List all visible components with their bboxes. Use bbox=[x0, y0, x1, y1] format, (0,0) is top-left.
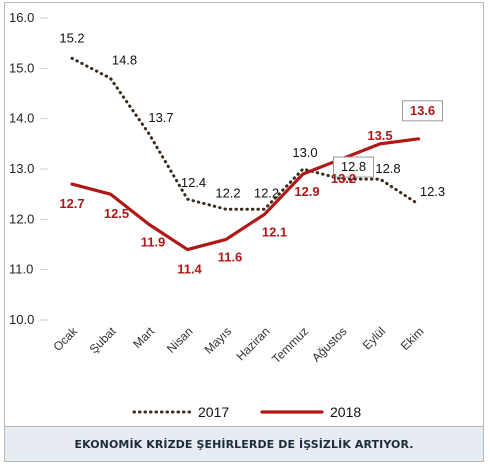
data-label-2017: 13.7 bbox=[148, 110, 173, 125]
y-tick-label: 10.0 bbox=[9, 312, 34, 327]
data-label-2017: 12.2 bbox=[254, 185, 279, 200]
data-label-2018: 13.5 bbox=[367, 128, 392, 143]
series-line-2017 bbox=[70, 56, 420, 211]
data-label-2018: 11.6 bbox=[218, 249, 243, 264]
data-label-2017: 15.2 bbox=[59, 30, 84, 45]
label-box bbox=[333, 156, 374, 178]
y-tick-label: 12.0 bbox=[9, 211, 34, 226]
x-tick-label: Ocak bbox=[50, 324, 80, 354]
x-tick-label: Nisan bbox=[164, 324, 196, 356]
legend-label-2018: 2018 bbox=[330, 404, 361, 420]
chart-frame bbox=[4, 2, 484, 462]
data-label-2018: 13.2 bbox=[331, 171, 356, 186]
y-tick-label: 13.0 bbox=[9, 161, 34, 176]
y-tick-label: 11.0 bbox=[9, 262, 33, 277]
legend-label-2017: 2017 bbox=[198, 404, 229, 420]
x-tick-label: Haziran bbox=[233, 324, 272, 363]
x-tick-label: Ekim bbox=[398, 324, 427, 353]
data-label-2018: 11.4 bbox=[177, 262, 202, 277]
line-chart: 10.0 11.0 12.0 13.0 14.0 15.0 16.0 Ocak Şubat Ma… bbox=[9, 10, 445, 420]
data-label-2017: 12.4 bbox=[181, 175, 206, 190]
data-label-2017: 13.0 bbox=[292, 145, 317, 160]
series-lines bbox=[70, 56, 421, 252]
series-line-2018 bbox=[70, 137, 421, 252]
data-label-2018: 11.9 bbox=[141, 234, 166, 249]
y-tick-label: 14.0 bbox=[9, 111, 34, 126]
label-box bbox=[402, 100, 443, 122]
data-label-2018: 12.5 bbox=[104, 206, 129, 221]
data-label-2017: 12.2 bbox=[215, 185, 240, 200]
data-label-2018: 12.7 bbox=[59, 196, 84, 211]
x-tick-label: Şubat bbox=[87, 324, 120, 357]
x-tick-label: Temmuz bbox=[269, 324, 311, 366]
x-tick-label: Mayıs bbox=[202, 324, 235, 357]
y-axis: 10.0 11.0 12.0 13.0 14.0 15.0 16.0 bbox=[9, 10, 48, 327]
data-label-2017: 14.8 bbox=[112, 52, 137, 67]
y-tick-label: 15.0 bbox=[9, 60, 34, 75]
data-labels: 15.2 14.8 13.7 12.4 12.2 12.2 13.0 12.8 12.8 12.3… bbox=[59, 30, 445, 276]
chart-caption: EKONOMİK KRİZDE ŞEHİRLERDE DE İŞSİZLİK A… bbox=[4, 426, 484, 462]
x-axis: Ocak Şubat Mart Nisan Mayıs HaziranTemmuzAğus… bbox=[50, 324, 426, 367]
data-label-2017: 12.8 bbox=[375, 161, 400, 176]
data-label-2018: 12.1 bbox=[262, 224, 287, 239]
x-tick-label: Eylül bbox=[360, 324, 388, 352]
x-tick-label: Mart bbox=[130, 324, 157, 351]
data-label-2018: 12.9 bbox=[294, 184, 319, 199]
data-label-2017: 12.3 bbox=[420, 184, 445, 199]
x-tick-label: Ağustos bbox=[309, 324, 350, 365]
data-label-2018: 13.6 bbox=[410, 103, 435, 118]
legend: 2017 2018 bbox=[132, 404, 361, 420]
data-label-2017: 12.8 bbox=[341, 159, 366, 174]
y-tick-label: 16.0 bbox=[9, 10, 34, 25]
